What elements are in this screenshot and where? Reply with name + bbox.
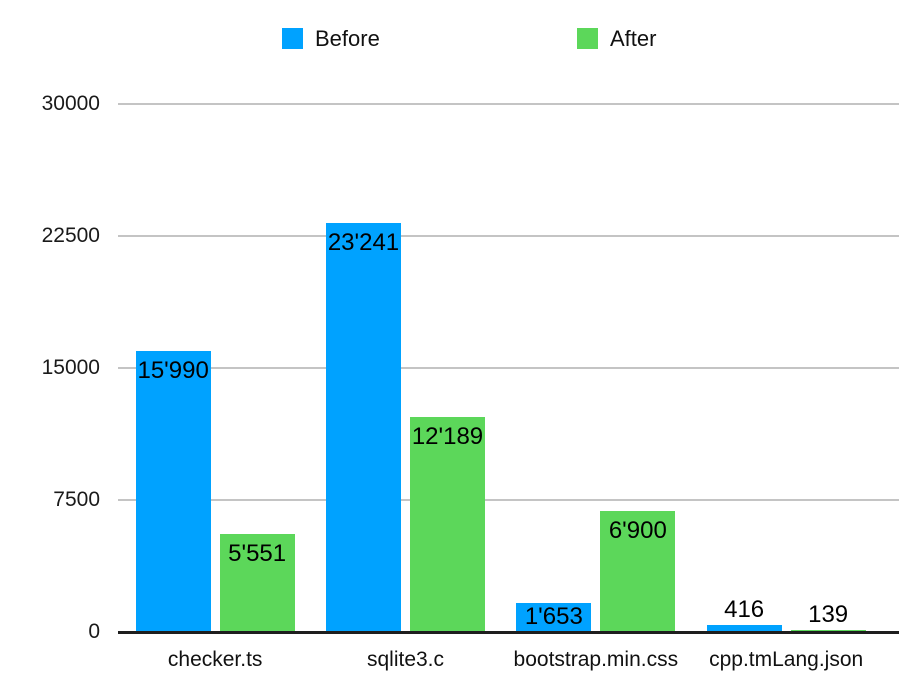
gridline bbox=[118, 367, 899, 369]
bar-value-label: 139 bbox=[808, 600, 849, 628]
bar-after-bootstrap.min.css bbox=[600, 510, 676, 632]
gridline bbox=[118, 103, 899, 105]
legend-swatch-after bbox=[577, 28, 598, 49]
bar-value-label: 416 bbox=[724, 595, 765, 623]
bar-before-checker.ts bbox=[135, 350, 211, 632]
y-axis-tick-label: 30000 bbox=[41, 92, 100, 115]
x-axis-category-label: bootstrap.min.css bbox=[513, 648, 679, 671]
legend-swatch-before bbox=[282, 28, 303, 49]
legend-label: Before bbox=[315, 26, 380, 51]
bar-value-label: 15'990 bbox=[137, 356, 209, 384]
y-axis-tick-label: 7500 bbox=[53, 488, 100, 511]
gridline bbox=[118, 499, 899, 501]
x-axis-category-label: checker.ts bbox=[167, 648, 263, 671]
bar-after-sqlite3.c bbox=[409, 417, 485, 632]
bar-value-label: 12'189 bbox=[411, 423, 484, 451]
x-axis-category-label: sqlite3.c bbox=[366, 648, 445, 671]
bar-value-label: 6'900 bbox=[608, 516, 667, 544]
bar-value-label: 5'551 bbox=[228, 540, 287, 568]
bar-before-bootstrap.min.css bbox=[516, 602, 592, 632]
legend-label: After bbox=[610, 26, 657, 51]
bar-before-sqlite3.c bbox=[325, 222, 401, 632]
bar-after-cpp.tmLang.json bbox=[790, 629, 866, 632]
bar-value-label: 23'241 bbox=[327, 228, 400, 256]
gridline bbox=[118, 235, 899, 237]
y-axis-tick-label: 15000 bbox=[41, 356, 100, 379]
bar-before-cpp.tmLang.json bbox=[706, 624, 782, 632]
x-axis-category-label: cpp.tmLang.json bbox=[709, 648, 864, 671]
y-axis-tick-label: 22500 bbox=[41, 224, 100, 247]
bar-value-label: 1'653 bbox=[524, 602, 583, 630]
bar-after-checker.ts bbox=[219, 534, 295, 632]
y-axis-tick-label: 0 bbox=[88, 620, 100, 643]
x-axis-line bbox=[118, 631, 899, 634]
